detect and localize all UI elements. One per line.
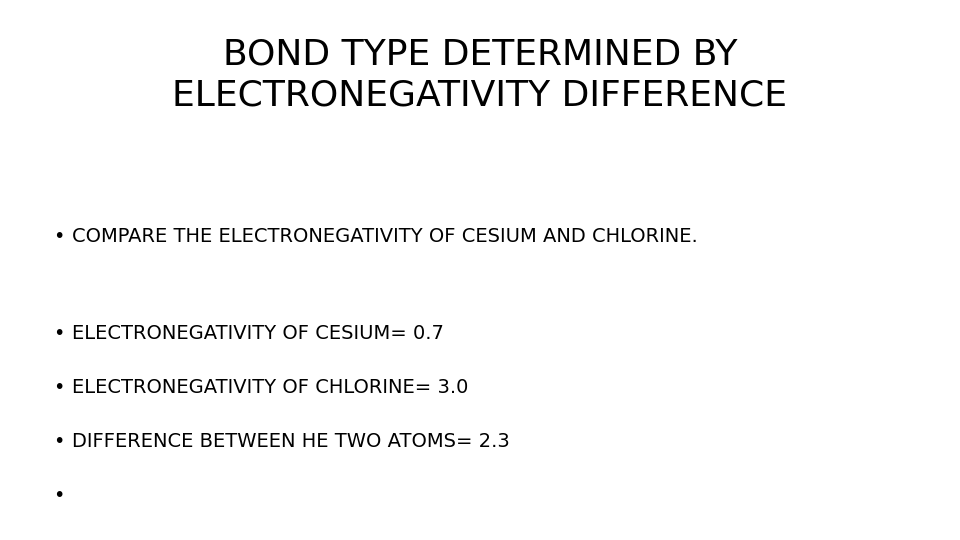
Text: BOND TYPE DETERMINED BY
ELECTRONEGATIVITY DIFFERENCE: BOND TYPE DETERMINED BY ELECTRONEGATIVIT…	[173, 38, 787, 112]
Text: •: •	[53, 227, 64, 246]
Text: •: •	[53, 378, 64, 397]
Text: DIFFERENCE BETWEEN HE TWO ATOMS= 2.3: DIFFERENCE BETWEEN HE TWO ATOMS= 2.3	[72, 432, 510, 451]
Text: ELECTRONEGATIVITY OF CHLORINE= 3.0: ELECTRONEGATIVITY OF CHLORINE= 3.0	[72, 378, 468, 397]
Text: ELECTRONEGATIVITY OF CESIUM= 0.7: ELECTRONEGATIVITY OF CESIUM= 0.7	[72, 324, 444, 343]
Text: •: •	[53, 432, 64, 451]
Text: •: •	[53, 486, 64, 505]
Text: •: •	[53, 324, 64, 343]
Text: COMPARE THE ELECTRONEGATIVITY OF CESIUM AND CHLORINE.: COMPARE THE ELECTRONEGATIVITY OF CESIUM …	[72, 227, 698, 246]
